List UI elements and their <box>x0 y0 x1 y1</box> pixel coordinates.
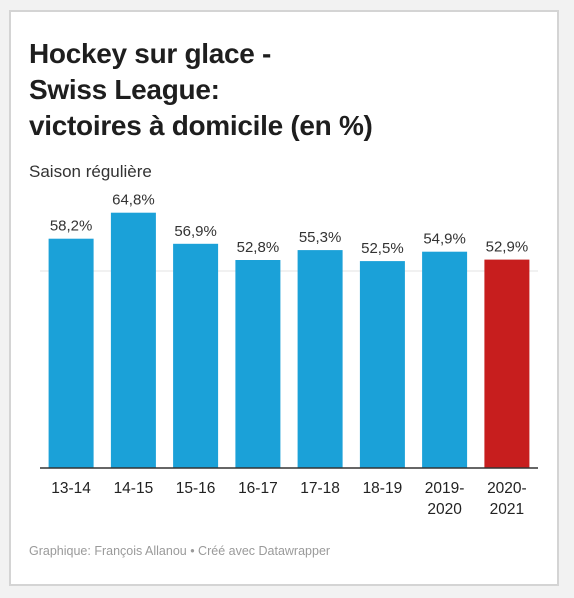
bar-15-16 <box>173 243 219 468</box>
data-label: 64,8% <box>112 192 155 209</box>
data-label: 52,5% <box>361 240 404 257</box>
bar-2020-2021 <box>484 259 530 468</box>
bar-2019-2020 <box>422 251 468 468</box>
x-tick-label: 14-15 <box>114 480 154 497</box>
bar-chart: 58,2% 13-14 64,8% 14-15 56,9% 15-16 52,8% 16-17… <box>40 192 538 518</box>
x-tick-label: 17-18 <box>300 480 340 497</box>
data-label: 52,8% <box>237 239 280 256</box>
x-tick-label: 13-14 <box>51 480 91 497</box>
chart-title-line-2: Swiss League: <box>29 74 220 105</box>
x-tick-label: 18-19 <box>363 480 403 497</box>
data-label: 54,9% <box>423 231 466 248</box>
chart-title-line-3: victoires à domicile (en %) <box>29 110 373 141</box>
data-label: 58,2% <box>50 218 93 235</box>
data-label: 55,3% <box>299 229 342 246</box>
x-tick-label: 2020- <box>487 480 527 497</box>
data-label: 52,9% <box>486 239 529 256</box>
x-tick-label: 16-17 <box>238 480 278 497</box>
chart-title-line-1: Hockey sur glace - <box>29 38 272 69</box>
chart-subtitle: Saison régulière <box>29 162 152 181</box>
bar-18-19 <box>359 261 405 468</box>
bar-13-14 <box>48 238 94 468</box>
chart-frame: Hockey sur glace - Swiss League: victoir… <box>9 10 559 586</box>
bar-14-15 <box>110 212 156 468</box>
x-tick-label: 2021 <box>490 501 524 518</box>
bar-16-17 <box>235 260 281 468</box>
chart-credit: Graphique: François Allanou • Créé avec … <box>29 544 331 558</box>
x-tick-label: 15-16 <box>176 480 216 497</box>
data-label: 56,9% <box>174 223 217 240</box>
x-tick-label: 2019- <box>425 480 465 497</box>
chart-title: Hockey sur glace - Swiss League: victoir… <box>29 36 373 144</box>
x-tick-label: 2020 <box>427 501 462 518</box>
bar-17-18 <box>297 250 343 468</box>
